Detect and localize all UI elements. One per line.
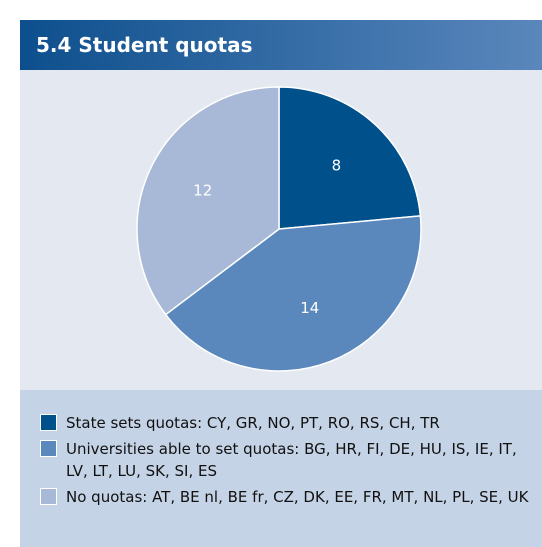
data-label: 12 (193, 182, 212, 200)
legend-item: State sets quotas: CY, GR, NO, PT, RO, R… (40, 412, 536, 434)
legend-label: Universities able to set quotas: BG, HR,… (66, 440, 517, 480)
pie-slice (136, 86, 280, 316)
chart: 8 14 12 (20, 70, 542, 390)
legend-label: State sets quotas: CY, GR, NO, PT, RO, R… (66, 414, 440, 432)
legend-swatch (40, 440, 57, 457)
pie-slice (164, 215, 422, 372)
panel: 5.4 Student quotas 8 14 12 State sets quot… (20, 20, 542, 547)
chart-title: 5.4 Student quotas (20, 20, 542, 70)
legend-label: No quotas: AT, BE nl, BE fr, CZ, DK, EE,… (66, 488, 529, 506)
legend-swatch (40, 414, 57, 431)
pie-slice (278, 86, 422, 230)
legend-item: Universities able to set quotas: BG, HR,… (40, 438, 536, 482)
data-label: 14 (300, 299, 319, 317)
legend-item: No quotas: AT, BE nl, BE fr, CZ, DK, EE,… (40, 486, 536, 508)
data-label: 8 (332, 157, 342, 175)
legend-swatch (40, 488, 57, 505)
legend: State sets quotas: CY, GR, NO, PT, RO, R… (20, 390, 542, 547)
